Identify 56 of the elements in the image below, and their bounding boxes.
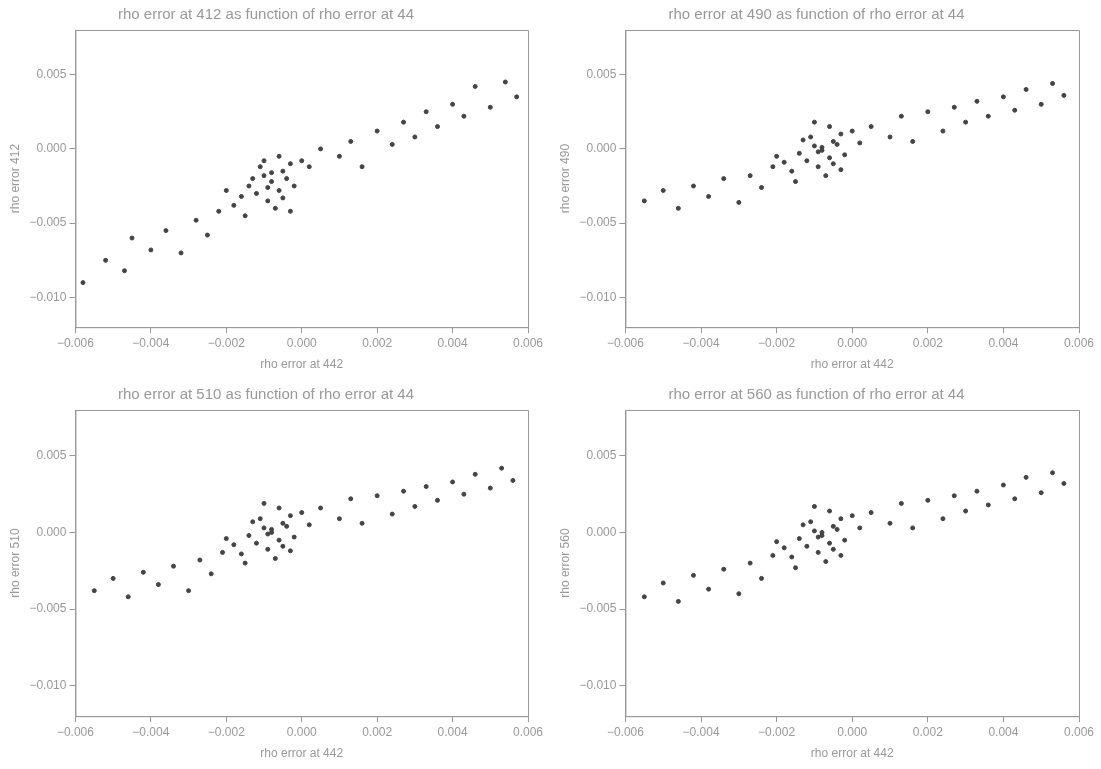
x-tick-label: 0.000 (837, 724, 868, 739)
x-tick-label: 0.000 (286, 724, 318, 739)
y-axis-title: rho error 560 (557, 528, 572, 598)
x-tick-label: −0.004 (682, 724, 720, 739)
x-tick-label: 0.006 (512, 335, 544, 350)
x-axis-title: rho error at 442 (260, 746, 344, 761)
x-tick-label: 0.006 (512, 724, 544, 739)
x-tick-label: −0.004 (132, 724, 170, 739)
x-tick-label: 0.000 (286, 335, 318, 350)
y-tick-label: 0.005 (36, 448, 67, 463)
x-axis-title: rho error at 442 (810, 357, 894, 372)
y-tick-label: −0.010 (579, 289, 617, 304)
x-tick-label: 0.006 (1063, 335, 1095, 350)
x-tick-label: 0.002 (912, 724, 944, 739)
y-tick-label: −0.005 (29, 215, 67, 230)
y-tick-label: −0.005 (579, 601, 617, 616)
x-tick-label: 0.004 (988, 724, 1019, 739)
y-tick-label: −0.010 (29, 677, 67, 692)
y-tick-label: 0.000 (36, 524, 67, 539)
x-tick-label: 0.004 (437, 724, 468, 739)
y-tick-label: −0.010 (579, 677, 617, 692)
y-tick-label: 0.005 (586, 66, 617, 81)
y-tick-label: −0.010 (29, 289, 67, 304)
x-tick-label: 0.006 (1063, 724, 1095, 739)
y-axis-title: rho error 490 (557, 143, 572, 214)
x-tick-label: 0.002 (912, 335, 944, 350)
y-axis-title: rho error 412 (7, 143, 22, 214)
y-tick-label: 0.000 (36, 141, 67, 156)
y-tick-label: 0.000 (586, 524, 617, 539)
x-tick-label: −0.004 (682, 335, 720, 350)
chart-title: rho error at 412 as function of rho error at 44 (118, 5, 414, 23)
x-axis-title: rho error at 442 (260, 357, 344, 372)
x-tick-label: 0.000 (837, 335, 868, 350)
y-tick-label: −0.005 (579, 215, 617, 230)
x-tick-label: −0.002 (758, 724, 796, 739)
x-tick-label: −0.002 (207, 335, 246, 350)
x-axis-title: rho error at 442 (810, 746, 894, 761)
y-tick-label: 0.005 (586, 448, 617, 463)
chart-title: rho error at 560 as function of rho error at 44 (668, 385, 965, 403)
x-tick-label: −0.002 (207, 724, 246, 739)
x-tick-label: −0.006 (606, 724, 645, 739)
x-tick-label: 0.004 (437, 335, 468, 350)
x-tick-label: −0.006 (56, 335, 95, 350)
x-tick-label: −0.006 (56, 724, 95, 739)
x-tick-label: 0.002 (362, 724, 393, 739)
y-tick-label: −0.005 (29, 601, 67, 616)
y-tick-label: 0.000 (586, 141, 617, 156)
x-tick-label: −0.006 (606, 335, 645, 350)
x-tick-label: −0.002 (758, 335, 796, 350)
x-tick-label: 0.002 (362, 335, 393, 350)
chart-title: rho error at 490 as function of rho error at 44 (668, 5, 965, 23)
y-axis-title: rho error 510 (7, 528, 22, 598)
chart-title: rho error at 510 as function of rho error at 44 (118, 385, 414, 403)
y-tick-label: 0.005 (36, 66, 67, 81)
x-tick-label: 0.004 (988, 335, 1019, 350)
x-tick-label: −0.004 (132, 335, 170, 350)
